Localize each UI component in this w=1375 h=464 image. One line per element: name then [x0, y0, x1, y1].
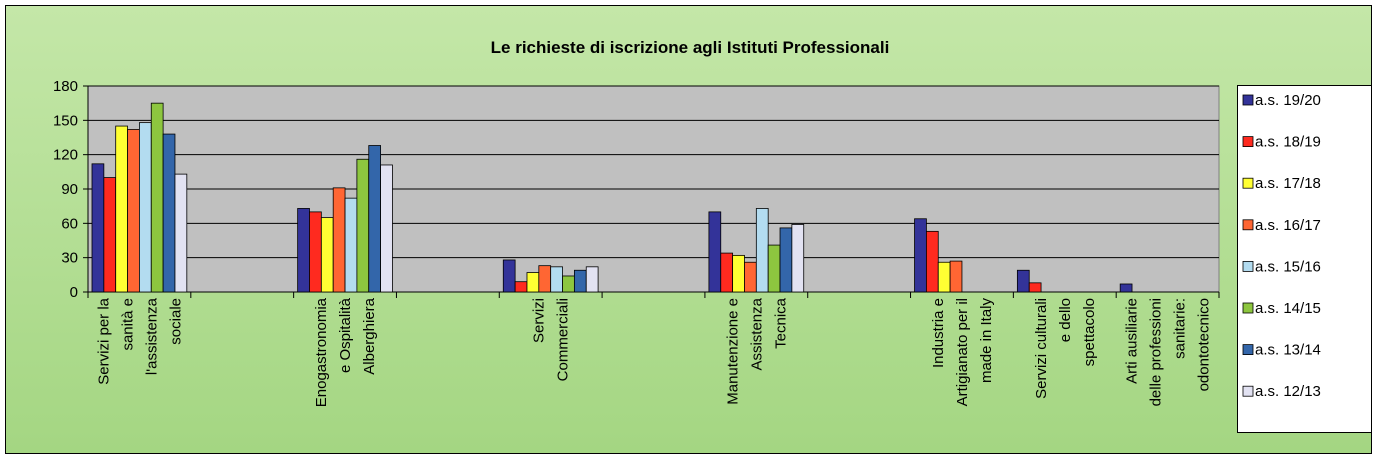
- legend-swatch: [1242, 94, 1254, 106]
- bar: [103, 177, 117, 293]
- bar: [150, 102, 164, 293]
- bar: [174, 173, 188, 293]
- legend-label: a.s. 15/16: [1255, 258, 1321, 275]
- x-tick-label: Servizi Commerciali: [531, 298, 572, 381]
- legend-label: a.s. 17/18: [1255, 175, 1321, 192]
- bar: [115, 125, 128, 293]
- legend-swatch: [1242, 260, 1254, 272]
- legend-swatch: [1242, 136, 1254, 148]
- bar: [767, 244, 781, 293]
- chart-title: Le richieste di iscrizione agli Istituti…: [491, 38, 890, 57]
- bar: [344, 197, 358, 293]
- legend-swatch: [1242, 177, 1254, 189]
- bar: [573, 269, 587, 293]
- legend-label: a.s. 14/15: [1255, 300, 1321, 317]
- bar: [732, 254, 745, 293]
- bar: [1119, 283, 1133, 293]
- bar: [526, 272, 540, 293]
- bar: [368, 145, 382, 293]
- bar: [779, 227, 793, 293]
- x-tick-label: Arti ausiliarie delle professioni sanitari…: [1124, 298, 1213, 406]
- bar: [562, 275, 575, 293]
- x-tick-label: Industria e Artigianato per il made in Ita…: [930, 298, 995, 407]
- bar: [949, 260, 963, 293]
- bar: [791, 224, 805, 293]
- bar: [514, 281, 528, 293]
- bar: [550, 266, 563, 293]
- bar: [380, 164, 393, 293]
- legend-label: a.s. 16/17: [1255, 217, 1321, 234]
- bar: [585, 266, 599, 293]
- bar: [1028, 282, 1042, 293]
- bar: [914, 218, 927, 293]
- x-tick-label: Enogastronomia e Ospitalità Alberghiera: [313, 297, 378, 407]
- legend-label: a.s. 18/19: [1255, 134, 1321, 151]
- bar: [320, 217, 334, 293]
- legend-swatch: [1242, 302, 1254, 314]
- bar: [356, 158, 370, 293]
- legend-label: a.s. 12/13: [1255, 383, 1321, 400]
- legend-swatch: [1242, 219, 1254, 231]
- x-tick-label: Manutenzione e Assistenza Tecnica: [724, 297, 789, 404]
- x-tick-label: Servizi culturali e dello spettacolo: [1033, 298, 1098, 399]
- y-tick-label: 90: [61, 181, 78, 198]
- x-tick-label: Servizi per la sanità e l'assistenza social…: [95, 297, 184, 384]
- bar: [332, 187, 346, 293]
- bar: [720, 252, 734, 293]
- bar: [502, 259, 516, 293]
- bar: [708, 211, 722, 293]
- bar: [309, 211, 322, 293]
- bar: [1016, 269, 1030, 293]
- bar: [538, 265, 552, 293]
- y-tick-label: 180: [53, 78, 78, 95]
- legend-label: a.s. 19/20: [1255, 92, 1321, 109]
- bar: [937, 261, 951, 293]
- bar: [744, 261, 757, 293]
- bar: [139, 122, 152, 293]
- y-tick-label: 120: [53, 147, 78, 164]
- y-tick-label: 150: [53, 112, 78, 129]
- bar: [297, 208, 310, 293]
- bar: [755, 208, 769, 293]
- bar: [127, 129, 140, 293]
- y-tick-label: 0: [70, 284, 78, 301]
- y-tick-label: 30: [61, 250, 78, 267]
- legend-label: a.s. 13/14: [1255, 342, 1321, 359]
- legend-swatch: [1242, 385, 1254, 397]
- bar: [91, 163, 105, 293]
- bar: [925, 230, 939, 293]
- y-tick-label: 60: [61, 215, 78, 232]
- bar: [162, 133, 176, 293]
- legend-swatch: [1242, 344, 1254, 356]
- legend: [1237, 85, 1372, 433]
